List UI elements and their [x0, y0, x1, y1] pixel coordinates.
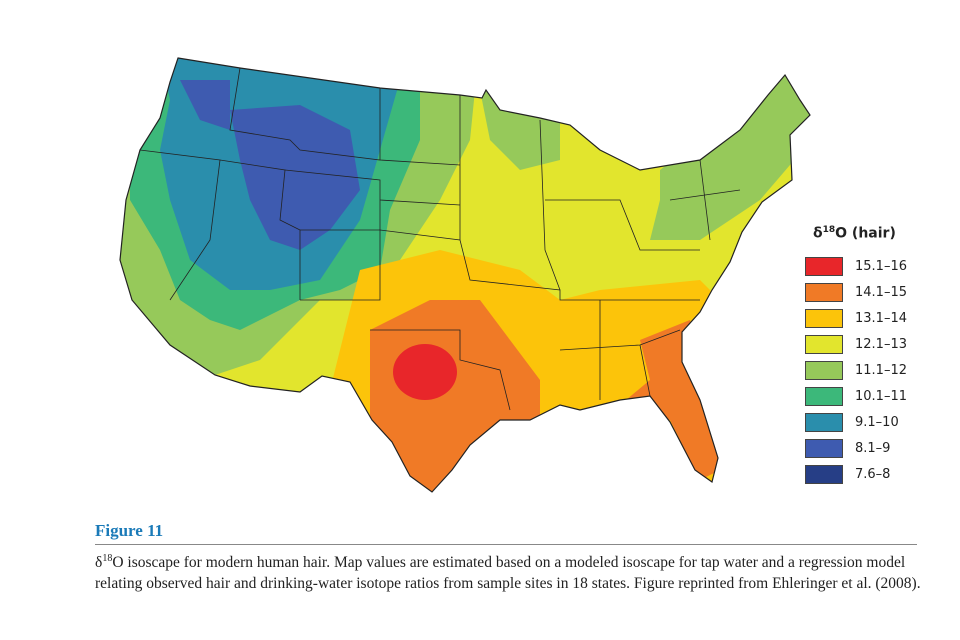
legend-swatch: [805, 387, 843, 407]
band-8-9: [230, 105, 360, 250]
legend-item: 14.1–15: [805, 280, 907, 306]
us-isoscape-map: [119, 57, 811, 493]
legend-item: 10.1–11: [805, 384, 907, 410]
legend-item: 13.1–14: [805, 306, 907, 332]
legend-swatch: [805, 413, 843, 433]
legend-swatch: [805, 465, 843, 485]
legend-item: 11.1–12: [805, 358, 907, 384]
legend-label: 15.1–16: [855, 259, 907, 275]
legend-label: 8.1–9: [855, 441, 891, 457]
legend: δ18O (hair) 15.1–16 14.1–15 13.1–14 12.1–13…: [805, 225, 907, 488]
figure-label: Figure 11: [95, 521, 164, 540]
legend-item: 8.1–9: [805, 436, 907, 462]
figure-caption: δ18O isoscape for modern human hair. Map…: [95, 553, 921, 593]
legend-swatch: [805, 283, 843, 303]
legend-label: 14.1–15: [855, 285, 907, 301]
caption-divider: [95, 544, 917, 545]
legend-label: 10.1–11: [855, 389, 907, 405]
legend-swatch: [805, 257, 843, 277]
legend-label: 9.1–10: [855, 415, 899, 431]
legend-swatch: [805, 439, 843, 459]
legend-item: 15.1–16: [805, 254, 907, 280]
band-8-9-nw: [180, 80, 230, 130]
legend-title: δ18O (hair): [813, 225, 896, 242]
legend-label: 7.6–8: [855, 467, 891, 483]
legend-label: 11.1–12: [855, 363, 907, 379]
legend-label: 12.1–13: [855, 337, 907, 353]
legend-swatch: [805, 335, 843, 355]
legend-item: 9.1–10: [805, 410, 907, 436]
legend-item: 12.1–13: [805, 332, 907, 358]
legend-swatch: [805, 309, 843, 329]
state-borders: [119, 57, 811, 493]
band-15-16: [393, 344, 457, 400]
legend-item: 7.6–8: [805, 462, 907, 488]
legend-swatch: [805, 361, 843, 381]
band-11-12-ne: [650, 60, 810, 240]
legend-label: 13.1–14: [855, 311, 907, 327]
